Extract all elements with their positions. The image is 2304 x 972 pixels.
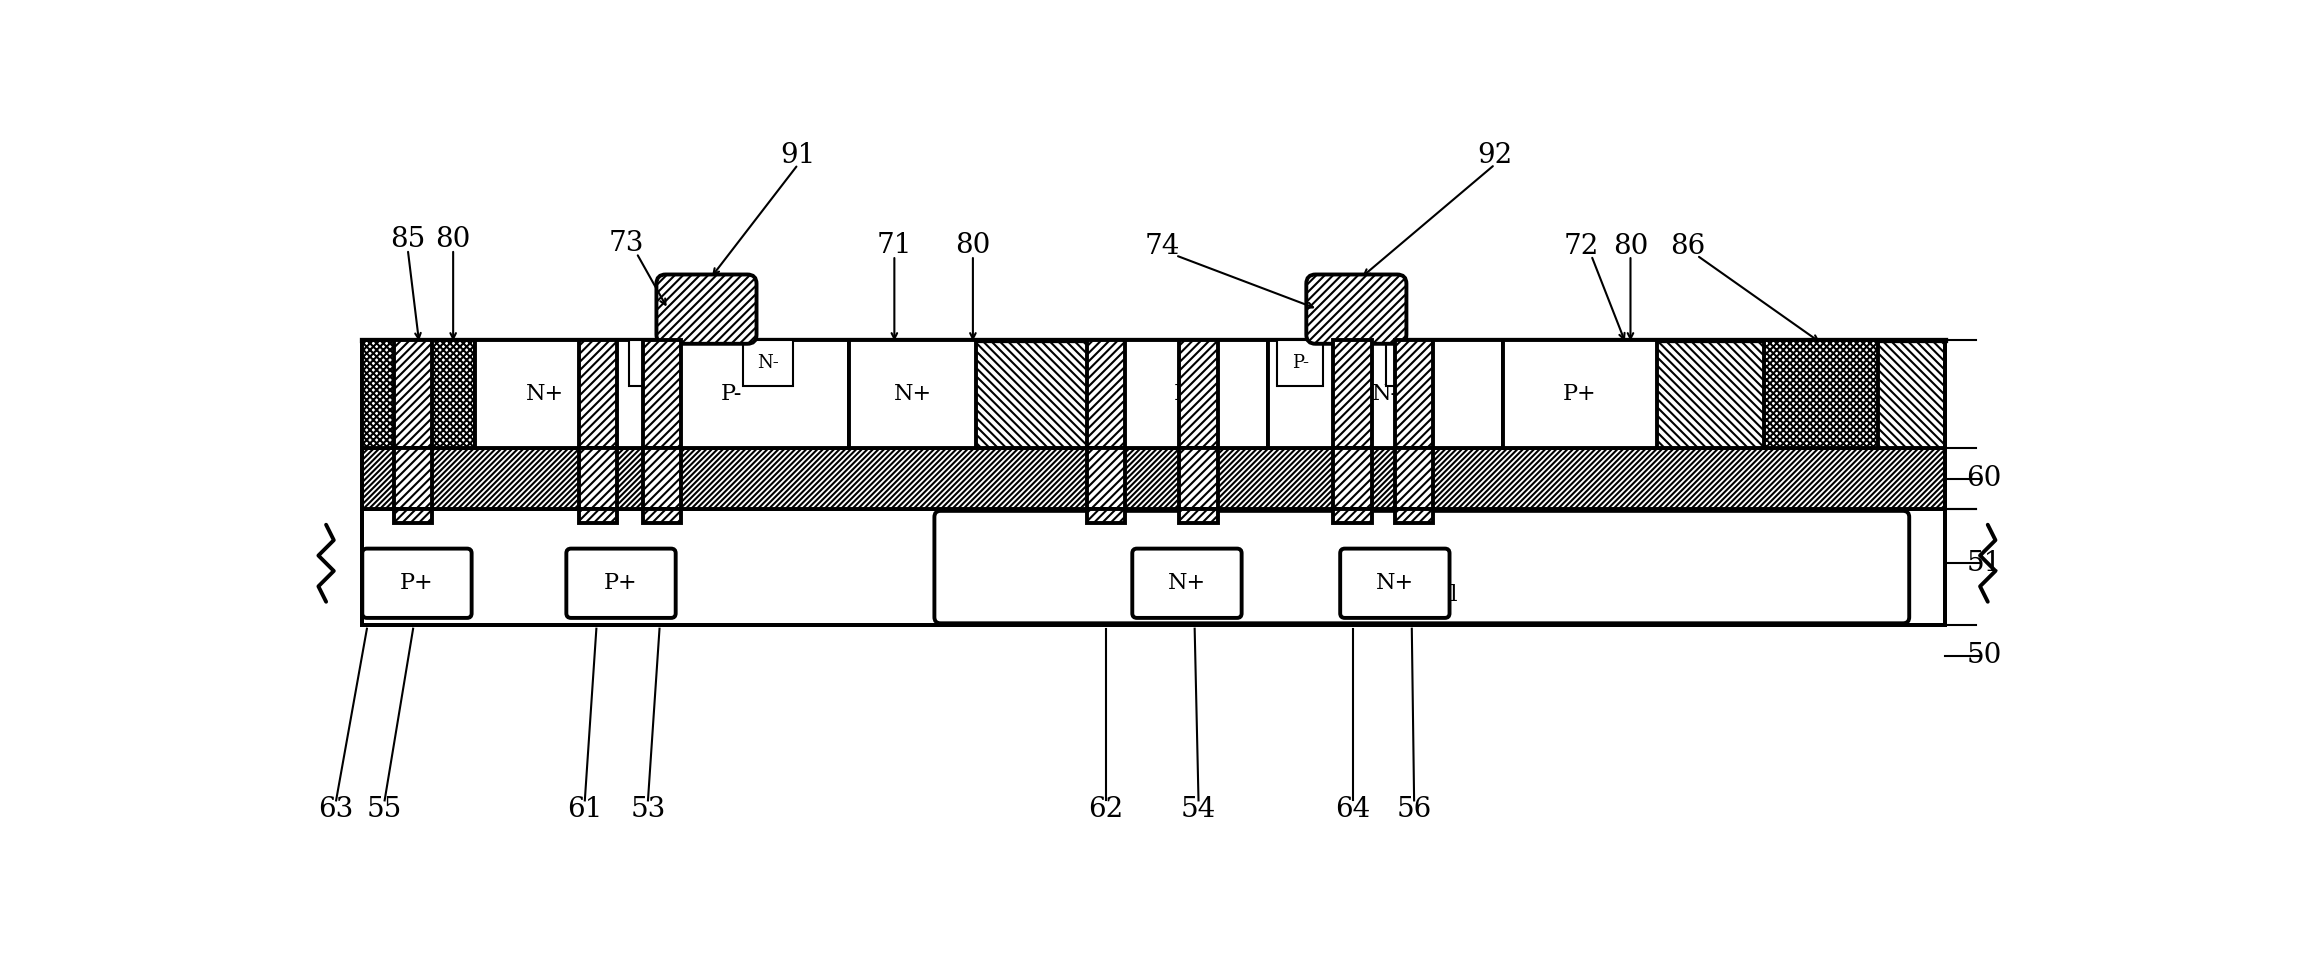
Text: 80: 80 — [1613, 232, 1647, 260]
Bar — [1334, 509, 1371, 523]
Bar — [1113, 340, 1267, 448]
Bar — [629, 340, 680, 386]
Text: N-well: N-well — [1385, 584, 1458, 607]
Text: P+: P+ — [604, 573, 638, 594]
FancyBboxPatch shape — [1131, 548, 1242, 618]
Bar — [1087, 509, 1124, 523]
FancyBboxPatch shape — [935, 511, 1910, 623]
Bar — [475, 340, 615, 448]
Bar — [362, 340, 1945, 448]
Bar — [1267, 340, 1502, 448]
Bar — [1502, 340, 1657, 448]
Bar — [1276, 340, 1322, 386]
Text: 54: 54 — [1182, 796, 1217, 823]
Bar — [1387, 340, 1433, 386]
Text: 63: 63 — [318, 796, 355, 823]
Text: 56: 56 — [1396, 796, 1431, 823]
Text: 92: 92 — [1477, 142, 1514, 168]
Text: 85: 85 — [389, 226, 426, 254]
Bar — [615, 340, 848, 448]
Text: P-: P- — [1401, 354, 1417, 372]
Bar — [643, 448, 682, 509]
Text: P+: P+ — [1562, 383, 1597, 405]
Bar — [362, 448, 1945, 509]
Bar — [1765, 340, 1878, 448]
Bar — [394, 509, 433, 523]
Text: N+: N+ — [1168, 573, 1205, 594]
Text: 91: 91 — [781, 142, 816, 168]
Bar — [362, 340, 475, 448]
Bar — [1087, 448, 1124, 509]
Text: N+: N+ — [1375, 573, 1415, 594]
Text: 60: 60 — [1965, 465, 2002, 492]
Text: 80: 80 — [956, 231, 991, 259]
Text: P+: P+ — [401, 573, 433, 594]
Bar — [1087, 340, 1124, 448]
Bar — [848, 340, 977, 448]
FancyBboxPatch shape — [567, 548, 675, 618]
Text: 55: 55 — [366, 796, 403, 823]
Text: N-: N- — [758, 354, 779, 372]
Bar — [1180, 448, 1219, 509]
Bar — [394, 340, 433, 448]
Text: N+: N+ — [525, 383, 564, 405]
Text: 62: 62 — [1087, 796, 1124, 823]
FancyBboxPatch shape — [657, 274, 756, 344]
Text: N-: N- — [1371, 383, 1399, 405]
Text: P+: P+ — [1175, 383, 1207, 405]
Text: 80: 80 — [435, 226, 470, 254]
FancyBboxPatch shape — [1341, 548, 1449, 618]
Text: P-: P- — [1293, 354, 1309, 372]
Bar — [394, 448, 433, 509]
Bar — [744, 340, 793, 386]
Text: P-: P- — [721, 383, 742, 405]
Text: N+: N+ — [894, 383, 931, 405]
Bar — [1180, 509, 1219, 523]
Text: 74: 74 — [1145, 232, 1180, 260]
Bar — [1334, 448, 1371, 509]
Bar — [578, 448, 617, 509]
Bar — [1394, 509, 1433, 523]
Bar — [643, 340, 682, 448]
Text: 51: 51 — [1965, 550, 2002, 576]
FancyBboxPatch shape — [1306, 274, 1405, 344]
Text: N-: N- — [643, 354, 664, 372]
Bar — [1334, 340, 1371, 448]
Text: 71: 71 — [876, 231, 912, 259]
Bar — [1394, 340, 1433, 448]
Text: 64: 64 — [1334, 796, 1371, 823]
Bar — [578, 340, 617, 448]
Bar — [578, 509, 617, 523]
Text: 86: 86 — [1670, 232, 1705, 260]
Text: 73: 73 — [608, 230, 645, 258]
Text: 72: 72 — [1564, 232, 1599, 260]
Text: 50: 50 — [1965, 642, 2002, 669]
FancyBboxPatch shape — [362, 548, 472, 618]
Bar — [1180, 340, 1219, 448]
Text: 53: 53 — [631, 796, 666, 823]
Text: 61: 61 — [567, 796, 604, 823]
Bar — [643, 509, 682, 523]
Bar — [1394, 448, 1433, 509]
Bar — [362, 509, 1945, 625]
